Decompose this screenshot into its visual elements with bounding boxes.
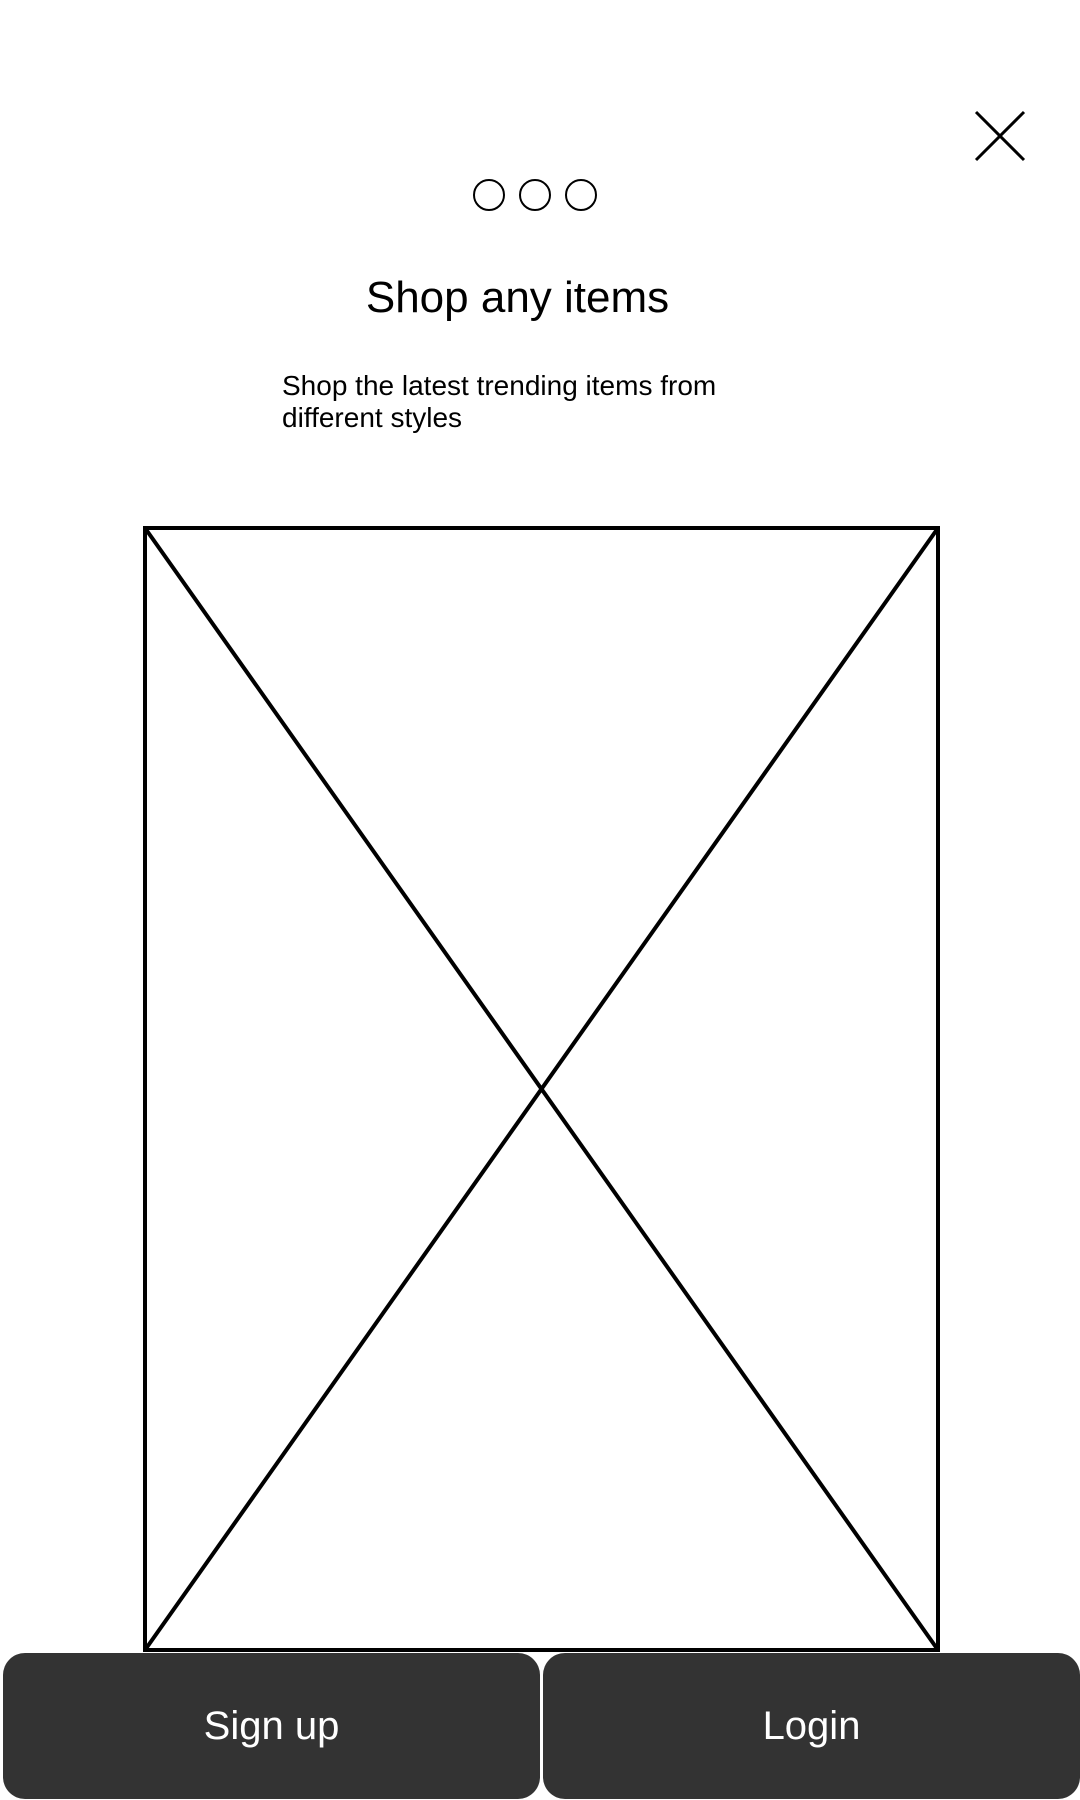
close-button[interactable] (970, 106, 1030, 166)
close-icon[interactable] (970, 106, 1030, 166)
page-dot-2[interactable] (519, 179, 551, 211)
page-title: Shop any items (365, 273, 670, 322)
image-placeholder-icon (143, 526, 940, 1652)
image-placeholder (143, 526, 940, 1652)
page-dot-3[interactable] (565, 179, 597, 211)
action-bar: Sign up Login (3, 1653, 1080, 1799)
page-subtitle: Shop the latest trending items from diff… (282, 370, 717, 433)
login-button[interactable]: Login (543, 1653, 1080, 1799)
page-indicator (473, 179, 597, 211)
page-dot-1[interactable] (473, 179, 505, 211)
signup-button[interactable]: Sign up (3, 1653, 540, 1799)
